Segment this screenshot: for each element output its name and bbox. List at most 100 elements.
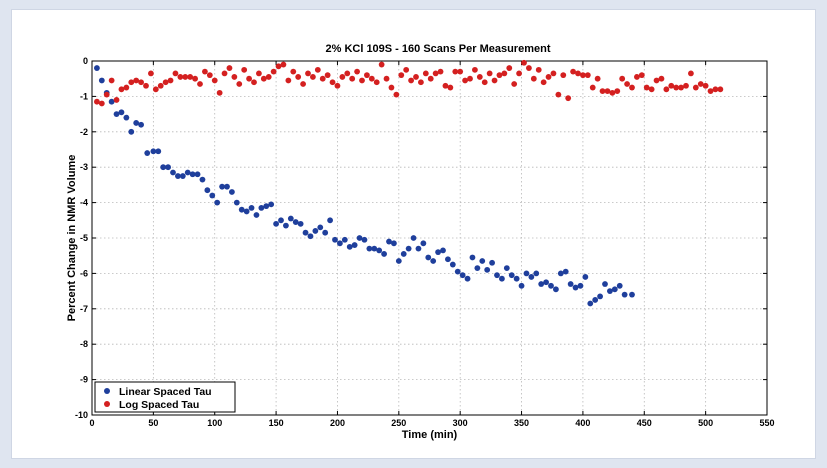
data-point [268,201,275,208]
data-point [589,84,596,91]
data-point [236,81,243,87]
data-point [202,68,208,75]
data-point [697,81,704,87]
data-point [98,100,105,107]
data-point [393,91,400,98]
x-tick-label: 150 [269,418,284,428]
y-tick-label: -7 [80,304,88,314]
y-tick-label: -4 [80,198,88,208]
data-point [108,77,115,84]
data-point [422,70,429,77]
data-point [648,86,655,93]
data-point [292,219,299,225]
data-point [366,245,373,252]
data-point [562,268,569,275]
data-point [418,79,424,86]
legend-marker [104,388,110,394]
data-points [94,59,724,307]
data-point [273,220,279,227]
data-point [219,183,225,190]
data-point [629,291,635,298]
data-point [400,251,407,257]
series-1 [94,65,635,307]
y-tick-label: -10 [75,410,88,420]
data-point [508,272,515,279]
data-point [118,86,125,93]
x-tick-label: 500 [698,418,713,428]
y-tick-label: -1 [80,91,88,101]
data-point [310,74,316,80]
data-point [580,72,586,79]
legend-box [94,381,236,413]
data-point [260,75,267,82]
data-point [209,192,216,199]
data-point [545,74,552,80]
data-point [634,74,640,80]
data-point [248,205,255,211]
data-point [572,284,579,291]
data-point [663,86,670,93]
data-point [518,282,525,289]
data-point [356,235,363,241]
x-tick-label: 400 [575,418,590,428]
data-point [182,74,189,80]
data-point [258,205,265,211]
plot-area [91,60,768,416]
data-point [619,75,626,82]
data-point [381,251,387,257]
data-point [314,66,321,73]
data-point [383,75,390,82]
data-point [329,79,336,86]
data-point [280,61,287,68]
data-point [224,183,230,190]
x-tick-label: 100 [207,418,222,428]
data-point [692,84,699,91]
data-point [172,70,179,77]
data-point [474,265,481,271]
data-point [317,224,324,231]
data-point [175,173,181,179]
x-tick-label: 550 [759,418,774,428]
data-point [435,249,441,256]
data-point [388,84,395,91]
data-point [143,82,149,89]
data-point [376,247,383,254]
data-point [511,81,518,87]
data-point [233,199,240,206]
data-point [123,114,130,121]
data-point [346,243,353,250]
data-point [339,74,346,80]
data-point [204,187,211,194]
data-point [351,242,358,248]
data-point [575,70,581,77]
data-point [155,148,162,155]
data-point [702,82,709,89]
data-point [516,70,522,77]
data-point [459,272,466,279]
y-tick-label: -3 [80,162,88,172]
data-point [275,63,282,70]
data-point [300,81,306,87]
y-tick-label: -6 [80,268,88,278]
data-point [587,300,594,307]
data-point [246,75,252,82]
data-point [327,217,333,224]
data-point [123,84,130,91]
x-tick-label: 300 [453,418,468,428]
y-tick-label: 0 [83,56,88,66]
data-point [457,68,464,75]
data-point [452,68,459,75]
data-point [138,121,144,128]
data-point [481,79,488,86]
data-point [503,265,510,271]
data-point [354,68,360,75]
data-point [162,79,169,86]
data-point [113,111,120,117]
data-point [553,286,559,293]
data-point [550,70,557,77]
data-point [98,77,105,84]
data-point [238,206,245,213]
data-point [555,91,562,98]
data-point [543,279,549,286]
